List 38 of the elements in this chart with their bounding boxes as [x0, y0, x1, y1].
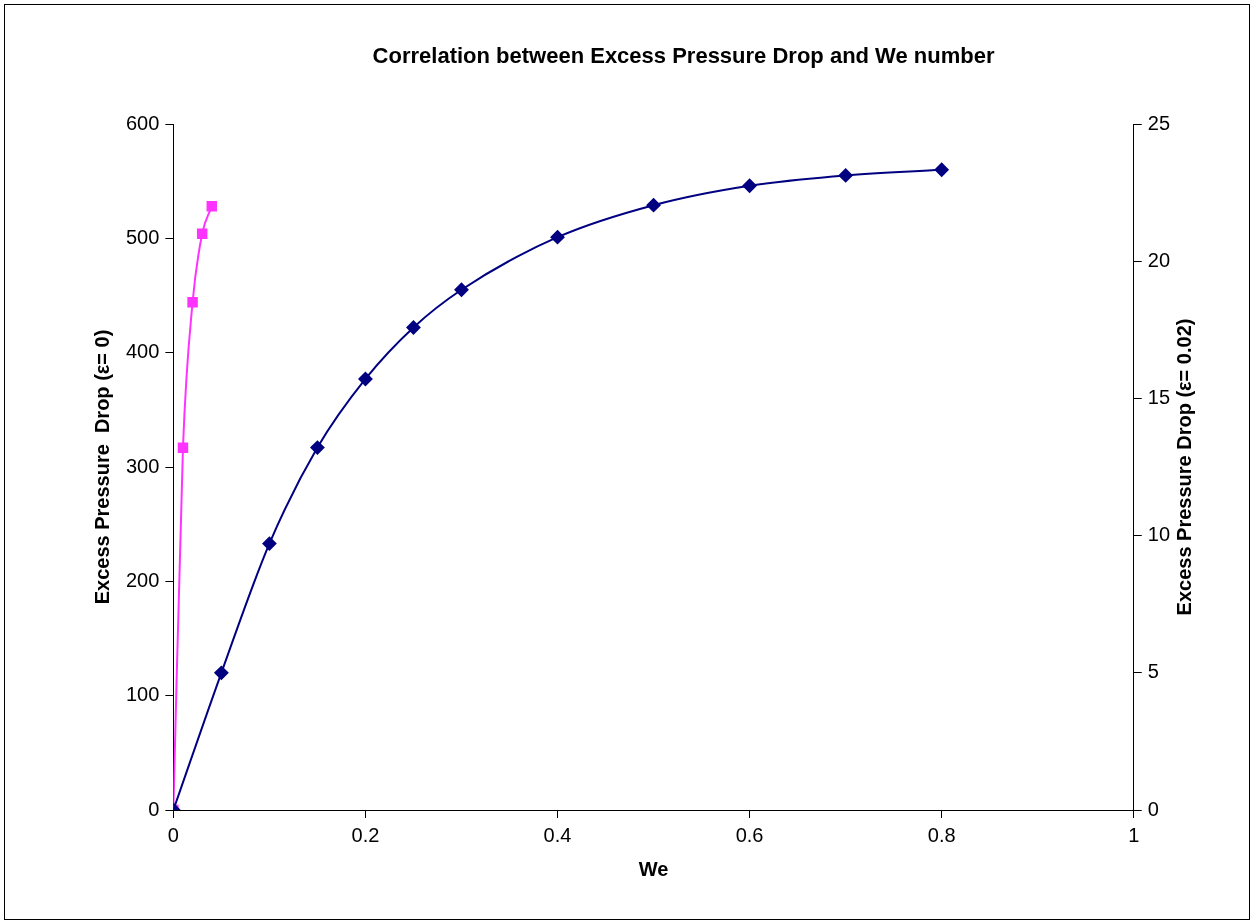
point — [406, 320, 421, 335]
x-tick-label: 1 — [1128, 823, 1140, 846]
point — [262, 536, 277, 551]
y2-tick-label: 25 — [1147, 111, 1170, 134]
point — [187, 297, 198, 308]
point — [550, 230, 565, 245]
x-tick-label: 0.6 — [735, 823, 764, 846]
y-tick-label: 300 — [125, 454, 160, 477]
x-tick-label: 0 — [167, 823, 179, 846]
y-axis-title: Excess Pressure Drop (ε= 0) — [90, 329, 113, 605]
y-tick-label: 100 — [125, 683, 160, 706]
x-tick-label: 0.8 — [927, 823, 956, 846]
y-tick-label: 600 — [125, 111, 160, 134]
y2-tick-label: 0 — [1147, 797, 1159, 820]
point — [177, 442, 189, 454]
chart-title: Correlation between Excess Pressure Drop and We number — [372, 43, 995, 69]
y2-tick-label: 15 — [1147, 385, 1170, 408]
point — [934, 162, 949, 177]
point — [742, 178, 757, 193]
y-tick-label: 500 — [125, 225, 160, 248]
y-tick-label: 200 — [125, 568, 160, 591]
point — [310, 440, 325, 455]
y-tick-label: 400 — [125, 340, 160, 363]
y2-axis-title: Excess Pressure Drop (ε= 0.02) — [1172, 318, 1195, 616]
y2-tick-label: 20 — [1147, 248, 1170, 271]
x-axis-title: We — [638, 857, 669, 880]
x-tick-label: 0.2 — [351, 823, 380, 846]
point — [358, 371, 373, 386]
y-tick-label: 0 — [148, 797, 160, 820]
point — [454, 282, 469, 297]
point — [838, 168, 853, 183]
y2-tick-label: 5 — [1147, 660, 1159, 683]
x-tick-label: 0.4 — [543, 823, 572, 846]
point — [196, 228, 208, 239]
y2-tick-label: 10 — [1147, 523, 1170, 546]
point — [206, 201, 218, 212]
point — [646, 198, 661, 213]
point — [214, 665, 229, 680]
